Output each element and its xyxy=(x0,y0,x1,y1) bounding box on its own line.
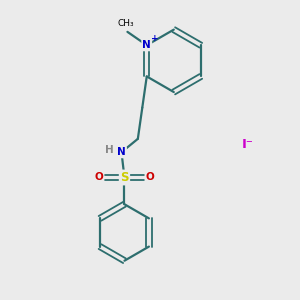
Text: O: O xyxy=(95,172,103,182)
Text: N: N xyxy=(117,147,126,157)
Text: CH₃: CH₃ xyxy=(118,19,134,28)
Text: S: S xyxy=(120,171,129,184)
Text: N: N xyxy=(142,40,151,50)
Text: I⁻: I⁻ xyxy=(242,138,254,151)
Text: +: + xyxy=(151,34,159,43)
Text: O: O xyxy=(145,172,154,182)
Text: H: H xyxy=(105,146,113,155)
